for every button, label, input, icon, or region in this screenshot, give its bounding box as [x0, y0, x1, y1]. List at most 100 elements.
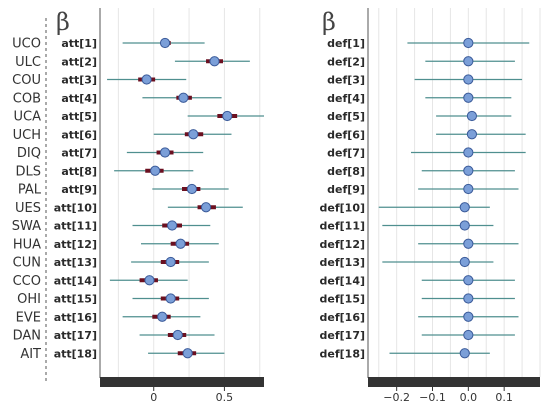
- posterior-mean-point: [463, 293, 474, 304]
- attack-marks: att[1] att[2] att[3] att[4] att[5] att[6] att[…: [54, 37, 264, 360]
- posterior-mean-point: [209, 56, 220, 67]
- posterior-mean-point: [141, 74, 152, 85]
- posterior-mean-point: [150, 165, 161, 176]
- posterior-mean-point: [165, 256, 176, 268]
- posterior-mean-point: [157, 311, 168, 322]
- param-label: att[12]: [54, 238, 97, 251]
- x-tick-label: 0: [150, 391, 157, 403]
- team-label: CCO: [13, 274, 41, 289]
- defense-panel-title: β: [322, 8, 336, 36]
- posterior-mean-point: [159, 37, 171, 49]
- x-tick-label: −0.2: [383, 391, 410, 403]
- posterior-mean-point: [188, 129, 199, 140]
- team-label: DLS: [15, 164, 41, 179]
- team-label: HUA: [13, 237, 41, 252]
- attack-x-ticks: 0 0.5: [150, 387, 233, 403]
- defense-x-ticks: −0.2 −0.1 0.0 0.1: [383, 387, 513, 403]
- posterior-mean-point: [466, 129, 478, 140]
- defense-gridlines: [378, 8, 541, 377]
- param-label: def[10]: [320, 201, 365, 214]
- param-label: def[13]: [320, 256, 365, 269]
- param-label: def[16]: [320, 311, 365, 324]
- param-label: def[18]: [320, 347, 365, 360]
- team-label: COU: [12, 73, 41, 88]
- team-label: UCO: [12, 37, 41, 52]
- team-label: ULC: [15, 55, 41, 70]
- x-tick-label: −0.1: [419, 391, 446, 403]
- param-label: att[2]: [61, 55, 97, 68]
- param-label: att[17]: [54, 329, 97, 342]
- posterior-mean-point: [459, 348, 470, 359]
- posterior-mean-point: [175, 238, 186, 249]
- posterior-mean-point: [459, 202, 470, 213]
- param-label: att[7]: [61, 147, 97, 160]
- posterior-mean-point: [222, 110, 233, 122]
- param-label: def[17]: [320, 329, 365, 342]
- posterior-mean-point: [182, 348, 193, 359]
- param-label: def[6]: [327, 128, 365, 141]
- x-tick-label: 0.0: [460, 391, 478, 403]
- param-label: def[4]: [327, 92, 365, 105]
- team-label: CUN: [13, 256, 41, 271]
- posterior-mean-point: [463, 74, 474, 85]
- team-label: EVE: [16, 310, 41, 325]
- param-label: att[1]: [61, 37, 97, 50]
- x-tick-label: 0.1: [495, 391, 513, 403]
- posterior-mean-point: [159, 147, 171, 158]
- param-label: att[18]: [54, 347, 97, 360]
- posterior-mean-point: [172, 329, 183, 341]
- posterior-mean-point: [463, 329, 474, 341]
- posterior-mean-point: [463, 37, 474, 49]
- posterior-mean-point: [466, 110, 478, 122]
- defense-panel: β def[1]def[2]def[3]def[4]def[5]def[6]de…: [320, 8, 541, 403]
- team-label: COB: [13, 91, 41, 106]
- posterior-mean-point: [167, 220, 178, 231]
- team-label: UCH: [13, 128, 41, 143]
- team-label: UCA: [14, 110, 42, 125]
- param-label: att[10]: [54, 201, 97, 214]
- posterior-mean-point: [144, 275, 155, 286]
- param-label: def[12]: [320, 238, 365, 251]
- param-label: def[11]: [320, 220, 365, 233]
- defense-x-axis-bar: [368, 377, 540, 387]
- team-labels: UCO ULC COU COB UCA UCH DIQ DLS PAL UES SWA HUA CUN C…: [12, 37, 42, 362]
- param-label: def[2]: [327, 55, 365, 68]
- team-label: PAL: [18, 183, 42, 198]
- param-label: att[9]: [61, 183, 97, 196]
- defense-marks: def[1] def[2] def[3] def[4] def[5] def[6] def[…: [320, 37, 530, 360]
- posterior-mean-point: [463, 183, 474, 195]
- attack-panel-title: β: [56, 8, 70, 36]
- param-label: att[11]: [54, 220, 97, 233]
- param-label: def[7]: [327, 147, 365, 160]
- team-label: DIQ: [17, 146, 41, 161]
- team-label: UES: [15, 201, 41, 216]
- x-tick-label: 0.5: [216, 391, 234, 403]
- posterior-mean-point: [178, 92, 189, 103]
- param-label: def[3]: [327, 74, 365, 87]
- attack-panel: β att[1]att[2]att[3]att[4]att[5]att[6]at…: [54, 8, 264, 403]
- posterior-mean-point: [463, 147, 474, 158]
- posterior-mean-point: [463, 92, 474, 103]
- param-label: att[13]: [54, 256, 97, 269]
- posterior-mean-point: [459, 256, 470, 268]
- param-label: def[14]: [320, 274, 365, 287]
- posterior-mean-point: [463, 238, 474, 249]
- team-label: DAN: [13, 329, 41, 344]
- param-label: def[15]: [320, 293, 365, 306]
- param-label: def[9]: [327, 183, 365, 196]
- param-label: att[8]: [61, 165, 97, 178]
- posterior-mean-point: [186, 183, 197, 195]
- posterior-mean-point: [200, 202, 212, 213]
- param-label: att[6]: [61, 128, 97, 141]
- posterior-mean-point: [463, 165, 474, 176]
- param-label: att[5]: [61, 110, 97, 123]
- param-label: att[16]: [54, 311, 97, 324]
- posterior-mean-point: [459, 220, 470, 231]
- attack-x-axis-bar: [100, 377, 264, 387]
- team-label: OHI: [17, 292, 41, 307]
- posterior-mean-point: [165, 293, 176, 304]
- param-label: def[5]: [327, 110, 365, 123]
- param-label: def[1]: [327, 37, 365, 50]
- param-label: def[8]: [327, 165, 365, 178]
